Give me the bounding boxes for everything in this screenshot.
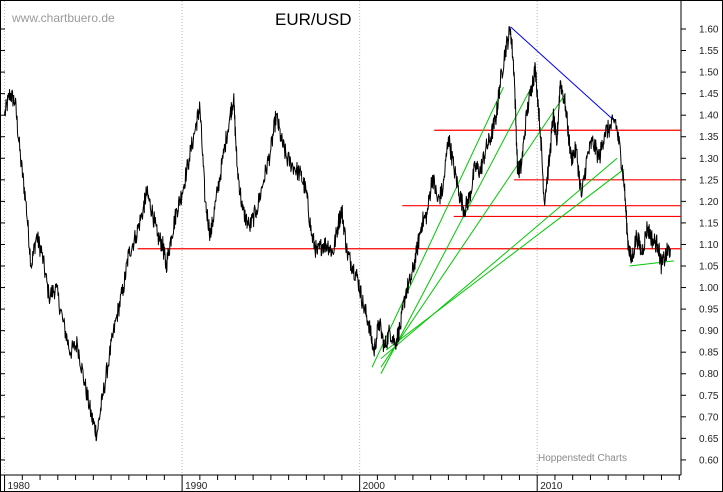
y-tick-label: 0.80 — [699, 369, 719, 380]
y-tick-label: 1.10 — [699, 240, 719, 251]
trend-lines — [371, 26, 674, 374]
y-tick-label: 1.25 — [699, 175, 719, 186]
x-tick-label: 1990 — [185, 481, 208, 492]
y-tick-label: 0.95 — [699, 305, 719, 316]
x-tick-label: 2010 — [540, 481, 563, 492]
trend-line — [510, 26, 616, 123]
y-tick-label: 1.05 — [699, 262, 719, 273]
y-tick-label: 1.30 — [699, 154, 719, 165]
y-tick-label: 1.55 — [699, 46, 719, 57]
trend-line — [371, 86, 504, 368]
y-tick-label: 0.90 — [699, 326, 719, 337]
y-tick-label: 1.20 — [699, 197, 719, 208]
x-axis-ticks: 1980 1990 2000 2010 — [4, 475, 680, 492]
trend-line — [380, 157, 618, 360]
y-tick-label: 0.60 — [699, 455, 719, 466]
y-tick-label: 1.35 — [699, 132, 719, 143]
gridlines — [4, 1, 538, 475]
price-series — [4, 26, 671, 442]
y-tick-label: 1.15 — [699, 218, 719, 229]
price-line — [4, 26, 671, 442]
y-tick-label: 1.60 — [699, 25, 719, 36]
trend-line — [629, 260, 674, 267]
watermark: www.chartbuero.de — [11, 11, 115, 25]
y-tick-label: 0.70 — [699, 412, 719, 423]
x-tick-label: 2000 — [363, 481, 386, 492]
x-tick-label: 1980 — [8, 481, 31, 492]
credit-label: Hoppenstedt Charts — [538, 453, 627, 464]
y-tick-label: 1.40 — [699, 111, 719, 122]
y-tick-label: 1.50 — [699, 68, 719, 79]
y-tick-label: 0.75 — [699, 391, 719, 402]
y-tick-label: 0.65 — [699, 434, 719, 445]
trend-line — [380, 82, 535, 374]
y-tick-label: 1.00 — [699, 283, 719, 294]
trend-line — [380, 93, 567, 368]
y-axis-ticks: 0.60 0.65 0.70 0.75 0.80 0.85 0.90 0.95 1.00 1.05… — [1, 25, 719, 466]
y-tick-label: 0.85 — [699, 348, 719, 359]
y-tick-label: 1.45 — [699, 89, 719, 100]
trend-line — [385, 168, 625, 351]
chart-title: EUR/USD — [275, 10, 352, 29]
